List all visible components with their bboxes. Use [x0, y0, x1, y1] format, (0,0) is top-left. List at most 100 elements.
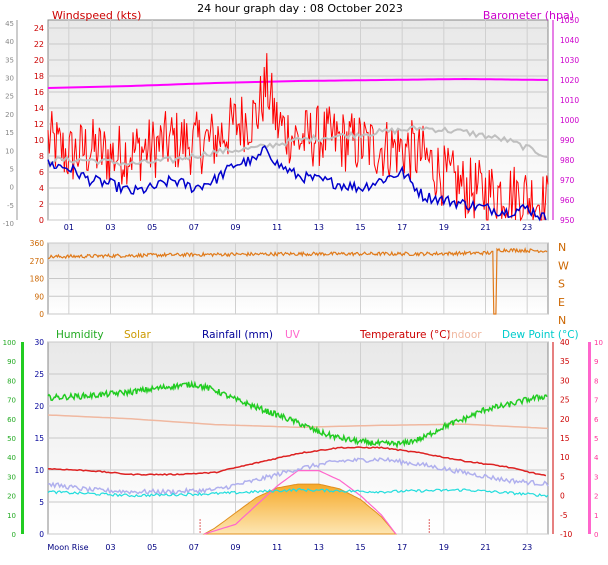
uv-tick-label: 8 [594, 377, 598, 385]
x-tick-label: 07 [189, 543, 199, 552]
x-tick-label: 05 [147, 223, 157, 232]
compass-label: S [558, 278, 565, 291]
compass-label: N [558, 241, 566, 254]
wind-tick-label: 12 [34, 120, 44, 129]
wind-speed-line [47, 145, 547, 222]
barometer-line [47, 77, 549, 89]
wind-tick-label: 14 [34, 104, 44, 113]
x-tick-label: 11 [272, 543, 282, 552]
x-tick-label: 07 [189, 223, 199, 232]
baro-tick-label: 980 [560, 156, 575, 165]
x-tick-label: 15 [355, 543, 365, 552]
uv-axis [588, 342, 591, 534]
legend-label: UV [285, 329, 301, 341]
temperature-tick-label: 25 [560, 396, 570, 405]
humidity-tick-label: 40 [7, 454, 16, 462]
baro-tick-label: 1010 [560, 96, 579, 105]
uv-tick-label: 3 [594, 473, 598, 481]
x-tick-label: 11 [272, 223, 282, 232]
x-tick-label: 03 [105, 223, 115, 232]
x-tick-label: 17 [397, 543, 407, 552]
x-tick-label: 09 [230, 543, 240, 552]
baro-tick-label: 960 [560, 196, 575, 205]
rain-tick-label: 0 [39, 530, 44, 539]
uv-line [204, 470, 397, 535]
temperature-tick-label: 15 [560, 434, 570, 443]
wind-tick-label: 8 [39, 152, 44, 161]
legend-label: Temperature (°C) [359, 329, 451, 341]
compass-label: W [558, 259, 569, 272]
x-tick-label: 15 [355, 223, 365, 232]
x-tick-label: 09 [230, 223, 240, 232]
x-tick-label: 17 [397, 223, 407, 232]
humidity-tick-label: 100 [3, 339, 16, 347]
direction-tick-label: 0 [39, 310, 44, 319]
far-left-tick-label: 45 [5, 20, 14, 28]
baro-tick-label: 1020 [560, 76, 579, 85]
temperature-tick-label: -10 [560, 530, 572, 539]
temperature-tick-label: 5 [560, 472, 565, 481]
x-tick-label: 19 [439, 543, 449, 552]
uv-tick-label: 5 [594, 435, 598, 443]
x-tick-label: 21 [480, 543, 490, 552]
panel-wind-baro [47, 19, 549, 221]
wind-tick-label: 24 [34, 24, 44, 33]
humidity-tick-label: 0 [12, 531, 16, 539]
direction-tick-label: 270 [30, 257, 45, 266]
x-tick-label: 13 [314, 543, 324, 552]
temperature-tick-label: 0 [560, 492, 565, 501]
baro-tick-label: 1030 [560, 56, 579, 65]
legend-label: Indoor [448, 329, 482, 341]
humidity-tick-label: 60 [7, 416, 16, 424]
wind-tick-label: 6 [39, 168, 44, 177]
humidity-tick-label: 50 [7, 435, 16, 443]
baro-tick-label: 950 [560, 216, 575, 225]
humidity-tick-label: 20 [7, 493, 16, 501]
legend-label: Dew Point (°C) [502, 329, 579, 341]
baro-tick-label: 970 [560, 176, 575, 185]
wind-tick-label: 20 [34, 56, 44, 65]
humidity-tick-label: 90 [7, 358, 16, 366]
rain-tick-label: 10 [34, 466, 44, 475]
temperature-line [47, 446, 547, 477]
direction-tick-label: 90 [34, 292, 44, 301]
uv-tick-label: 2 [594, 493, 598, 501]
humidity-line [47, 379, 548, 450]
chart-title: 24 hour graph day : 08 October 2023 [197, 2, 403, 15]
baro-tick-label: 990 [560, 136, 575, 145]
direction-tick-label: 180 [30, 275, 45, 284]
rain-tick-label: 30 [34, 338, 44, 347]
legend-label: Solar [124, 329, 151, 341]
humidity-tick-label: 30 [7, 473, 16, 481]
x-tick-label: 01 [64, 223, 74, 232]
rain-tick-label: 25 [34, 370, 44, 379]
far-left-tick-label: 25 [5, 93, 14, 101]
temperature-tick-label: -5 [560, 511, 568, 520]
temperature-tick-label: 20 [560, 415, 570, 424]
temperature-tick-label: 40 [560, 338, 570, 347]
wind-tick-label: 0 [39, 216, 44, 225]
temperature-tick-label: 35 [560, 357, 570, 366]
legend-label: Rainfall (mm) [202, 329, 273, 341]
uv-tick-label: 10 [594, 339, 603, 347]
humidity-axis [21, 342, 24, 534]
humidity-tick-label: 10 [7, 512, 16, 520]
baro-tick-label: 1050 [560, 16, 579, 25]
uv-tick-label: 6 [594, 416, 599, 424]
wind-tick-label: 18 [34, 72, 44, 81]
far-left-tick-label: 35 [5, 56, 14, 64]
legend-label: Humidity [56, 329, 104, 341]
solar-area [202, 483, 397, 535]
rain-tick-label: 5 [39, 498, 44, 507]
x-tick-label: 23 [522, 543, 532, 552]
far-left-tick-label: 10 [5, 147, 14, 155]
dew-point-line [47, 488, 549, 498]
baro-axis-title: Barometer (hpa) [483, 9, 574, 22]
baro-tick-label: 1000 [560, 116, 579, 125]
compass-label: N [558, 314, 566, 327]
wind-average-line [47, 125, 549, 167]
far-left-tick-label: 40 [5, 38, 14, 46]
x-tick-label: 19 [439, 223, 449, 232]
wind-gust-line [47, 53, 549, 222]
